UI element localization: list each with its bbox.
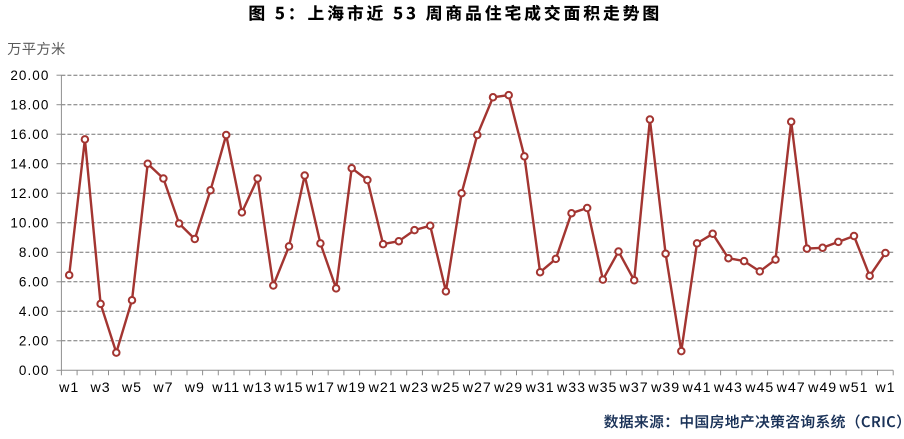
svg-text:16.00: 16.00 (10, 127, 49, 142)
svg-text:w31: w31 (525, 380, 555, 396)
svg-text:w1: w1 (58, 380, 79, 396)
svg-text:w3: w3 (90, 380, 111, 396)
svg-text:w29: w29 (493, 380, 523, 396)
svg-text:20.00: 20.00 (10, 68, 49, 83)
svg-text:w45: w45 (744, 380, 774, 396)
svg-text:w11: w11 (211, 380, 240, 396)
svg-text:w5: w5 (121, 380, 142, 396)
svg-text:w47: w47 (776, 380, 806, 396)
svg-text:w19: w19 (336, 380, 366, 396)
svg-text:14.00: 14.00 (10, 157, 49, 172)
svg-text:w25: w25 (430, 380, 460, 396)
svg-text:w39: w39 (650, 380, 680, 396)
svg-text:12.00: 12.00 (10, 186, 49, 201)
svg-text:w23: w23 (399, 380, 429, 396)
svg-text:18.00: 18.00 (10, 98, 49, 113)
svg-text:2.00: 2.00 (19, 334, 49, 349)
svg-text:8.00: 8.00 (19, 245, 49, 260)
svg-text:w27: w27 (462, 380, 492, 396)
svg-text:w33: w33 (556, 380, 586, 396)
svg-text:4.00: 4.00 (19, 304, 49, 319)
svg-text:w9: w9 (184, 380, 205, 396)
svg-text:w21: w21 (368, 380, 398, 396)
svg-text:w13: w13 (242, 380, 272, 396)
svg-text:10.00: 10.00 (10, 216, 49, 231)
svg-text:w17: w17 (305, 380, 335, 396)
svg-text:w7: w7 (152, 380, 173, 396)
svg-text:w15: w15 (273, 380, 303, 396)
svg-text:w43: w43 (713, 380, 743, 396)
svg-text:6.00: 6.00 (19, 275, 49, 290)
svg-text:w41: w41 (681, 380, 711, 396)
svg-text:w35: w35 (587, 380, 617, 396)
svg-text:w1: w1 (874, 380, 895, 396)
svg-text:w51: w51 (838, 380, 868, 396)
svg-text:w37: w37 (619, 380, 649, 396)
svg-text:0.00: 0.00 (19, 363, 49, 378)
svg-text:w49: w49 (807, 380, 837, 396)
